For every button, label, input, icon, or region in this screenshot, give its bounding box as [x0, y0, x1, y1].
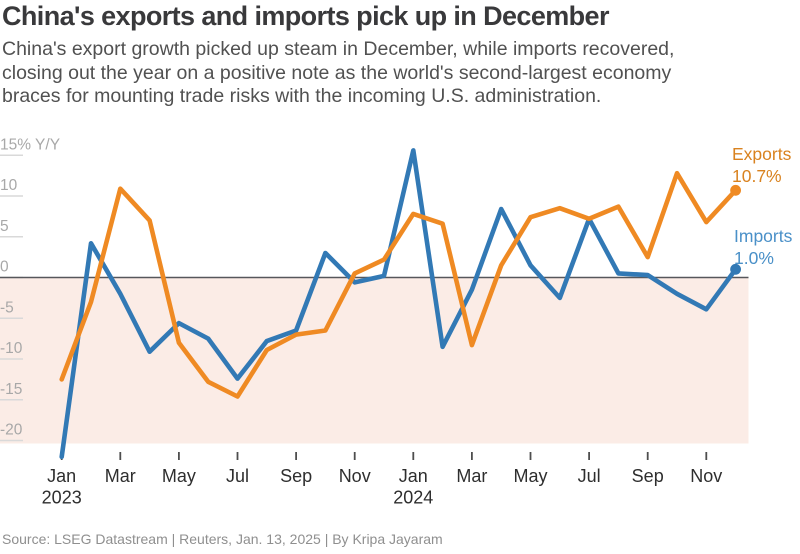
exports-end-dot	[730, 184, 741, 196]
x-axis-label: Jan	[47, 466, 76, 486]
imports-series-label: Imports 1.0%	[734, 226, 792, 269]
exports-line	[59, 170, 738, 399]
x-axis-label: Nov	[339, 466, 371, 486]
x-axis-label: May	[162, 466, 196, 486]
page-title: China's exports and imports pick up in D…	[2, 1, 609, 31]
imports-latest-value: 1.0%	[734, 247, 774, 268]
y-axis-label: -5	[0, 299, 14, 316]
negative-region	[0, 277, 749, 444]
x-axis-label: Jul	[578, 466, 601, 486]
x-axis-year-label: 2023	[42, 488, 82, 508]
x-axis-label: Sep	[632, 466, 664, 486]
x-axis-label: Nov	[690, 466, 722, 486]
y-axis-label: 5	[0, 218, 9, 235]
y-axis-label: 15% Y/Y	[0, 136, 60, 153]
exports-series-label: Exports 10.7%	[732, 144, 791, 187]
y-axis-label: 0	[0, 259, 9, 276]
exports-latest-value: 10.7%	[732, 165, 782, 186]
x-axis-label: Sep	[280, 466, 312, 486]
x-axis-label: Mar	[105, 466, 136, 486]
source-line: Source: LSEG Datastream | Reuters, Jan. …	[2, 531, 443, 547]
x-axis-label: May	[513, 466, 547, 486]
y-axis-label: -15	[0, 381, 22, 398]
y-axis-label: -20	[0, 422, 23, 439]
imports-end-dot	[730, 263, 741, 275]
x-axis-year-label: 2024	[393, 488, 433, 508]
x-axis-label: Jan	[399, 466, 428, 486]
x-axis-label: Jul	[226, 466, 249, 486]
y-axis-label: 10	[0, 177, 18, 194]
y-axis-label: -10	[0, 340, 23, 357]
x-axis-label: Mar	[456, 466, 487, 486]
subtitle: China's export growth picked up steam in…	[2, 38, 675, 107]
imports-series-name: Imports	[734, 226, 793, 246]
exports-series-name: Exports	[732, 144, 792, 164]
